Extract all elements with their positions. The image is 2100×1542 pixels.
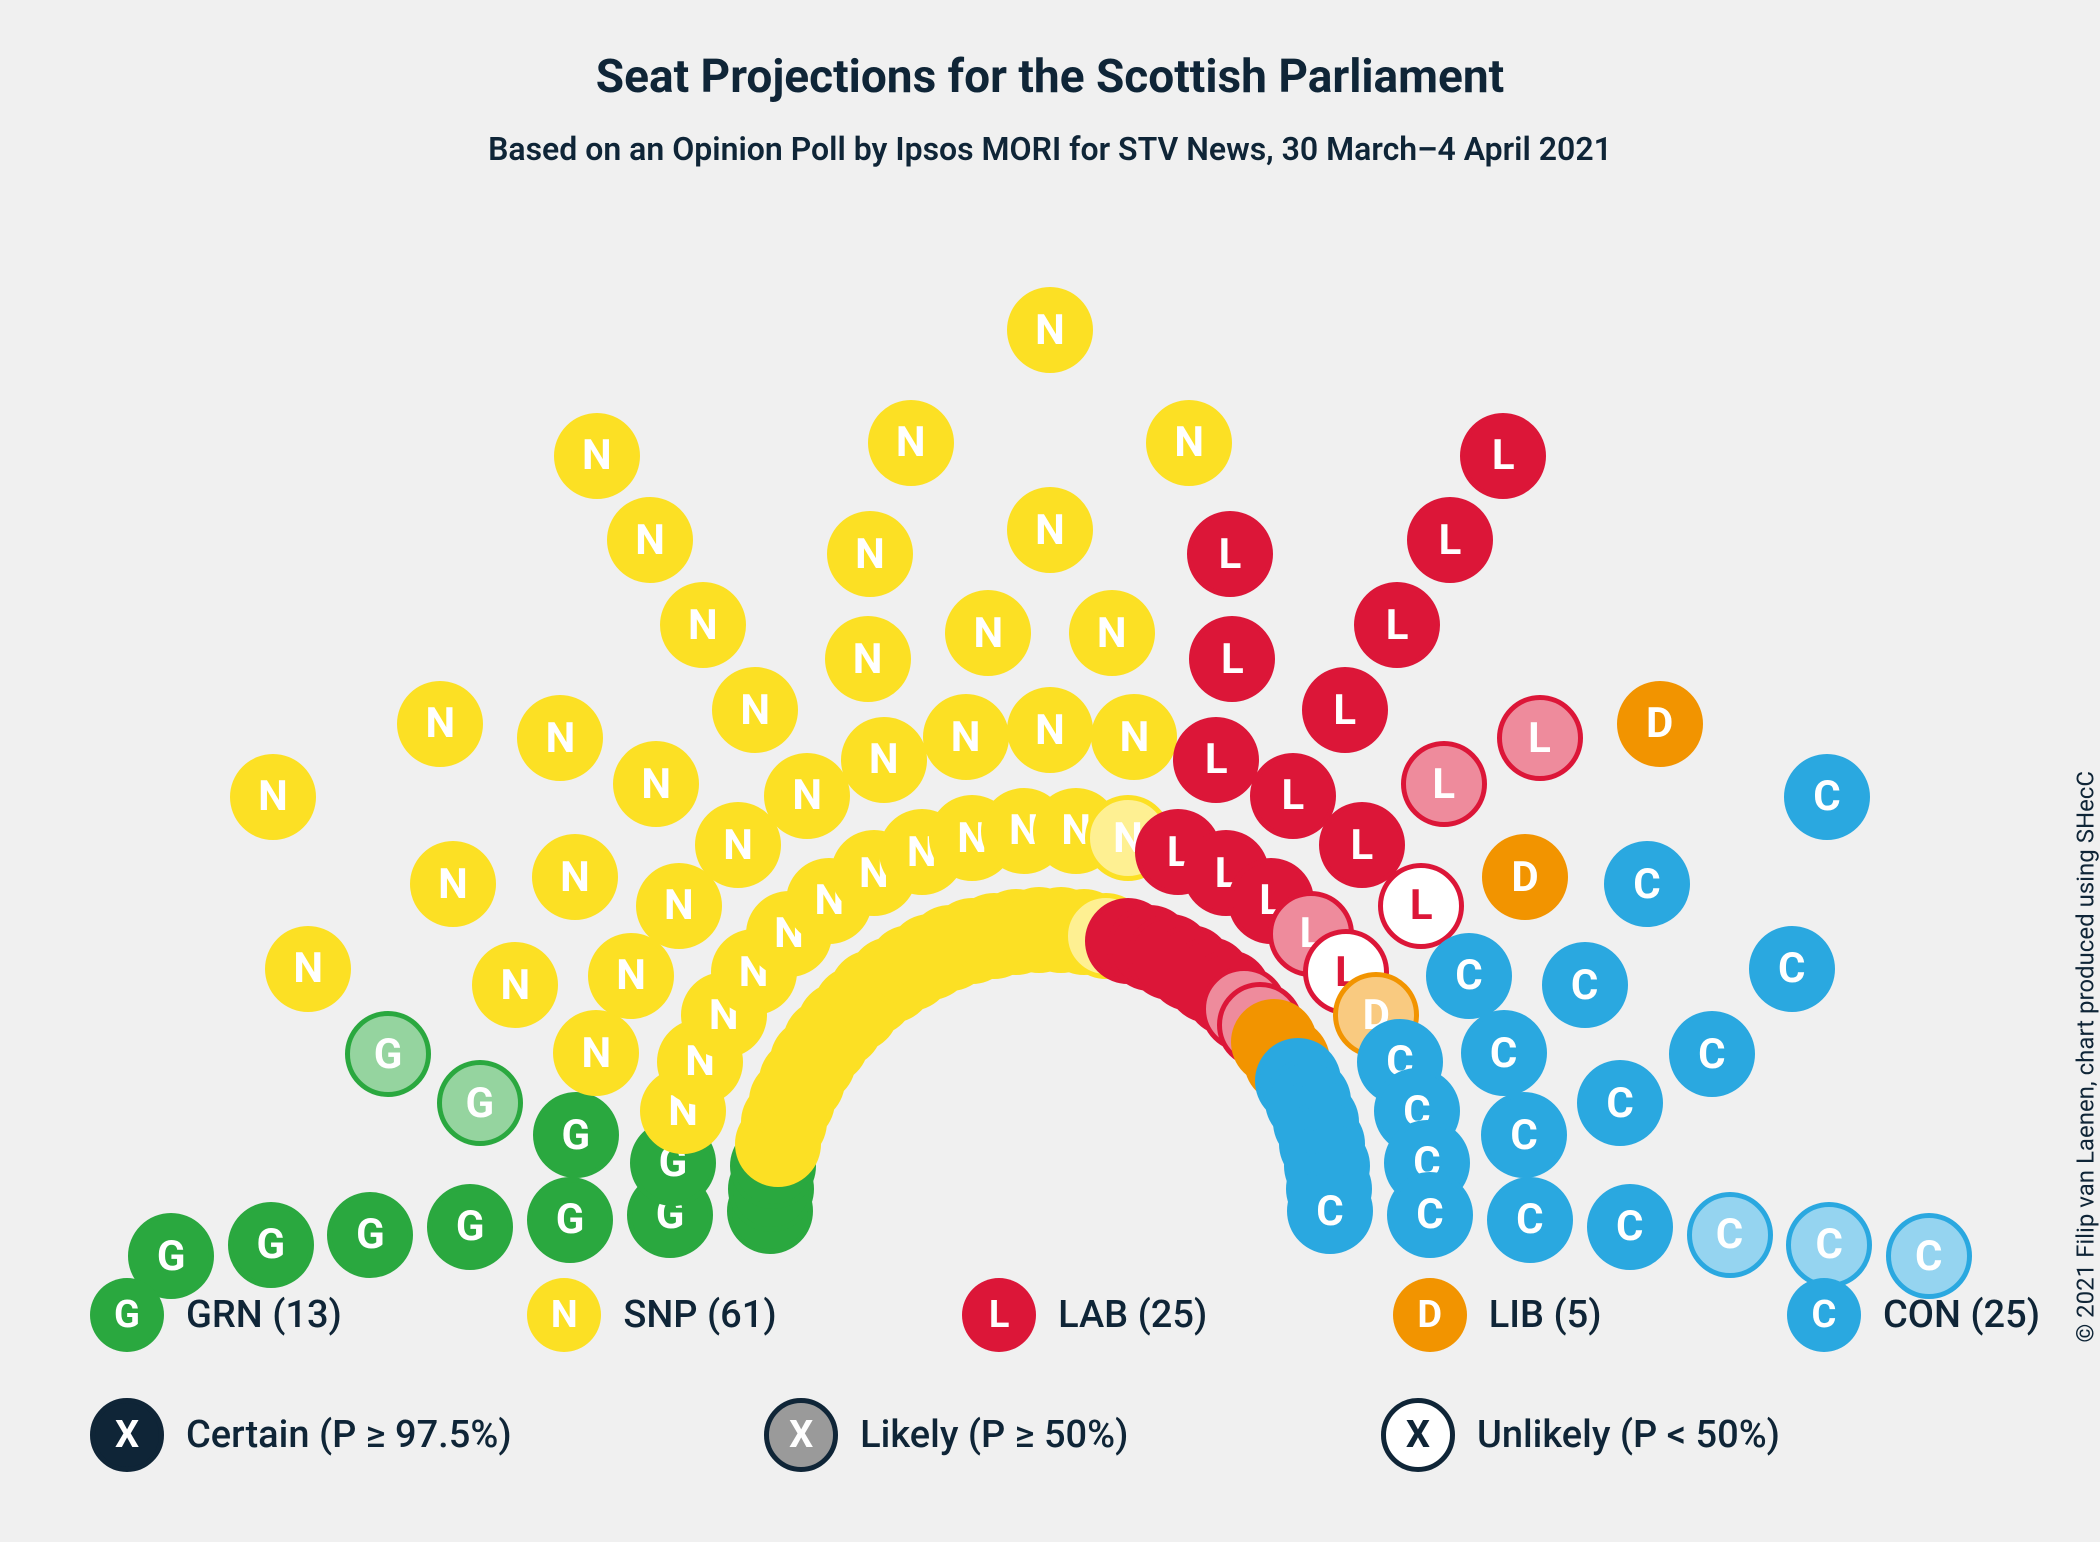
seat-lab: L [1407,497,1493,583]
legend-item-lib: D LIB (5) [1393,1278,1602,1352]
seat-snp: N [1007,687,1093,773]
legend-swatch-lab: L [962,1278,1036,1352]
seat-snp: N [1091,694,1177,780]
seat-con: C [1461,1010,1547,1096]
legend-swatch-grn: G [90,1278,164,1352]
seat-lab: L [1189,616,1275,702]
seat-snp: N [230,754,316,840]
seat-snp: N [588,933,674,1019]
legend-swatch-snp: N [527,1278,601,1352]
seat-con: C [1542,942,1628,1028]
seat-snp: N [472,942,558,1028]
probability-legend: X Certain (P ≥ 97.5%) X Likely (P ≥ 50%) X Un… [90,1398,2040,1472]
seat-lab: L [1354,582,1440,668]
seat-snp: N [868,400,954,486]
seat-con: C [1577,1060,1663,1146]
seat-snp: N [945,590,1031,676]
legend-label: GRN (13) [186,1293,342,1337]
legend-label: Unlikely (P < 50%) [1477,1413,1780,1457]
seat-snp: N [532,834,618,920]
seat-con: C [1784,754,1870,840]
legend-label: Likely (P ≥ 50%) [860,1413,1128,1457]
legend-item-certain: X Certain (P ≥ 97.5%) [90,1398,512,1472]
legend-item-snp: N SNP (61) [527,1278,776,1352]
party-legend: G GRN (13) N SNP (61) L LAB (25) D LIB (5) C CON … [90,1278,2040,1352]
seat-snp: N [1007,287,1093,373]
seat-lab: L [1460,413,1546,499]
legend-item-unlikely: X Unlikely (P < 50%) [1381,1398,1780,1472]
seat-lab: L [1173,717,1259,803]
legend-swatch-likely: X [764,1398,838,1472]
seat-snp: N [1146,400,1232,486]
seat-con: C [1604,841,1690,927]
chart-subtitle: Based on an Opinion Poll by Ipsos MORI f… [0,130,2100,168]
legend-item-likely: X Likely (P ≥ 50%) [764,1398,1128,1472]
seat-snp: N [265,926,351,1012]
seat-con: C [1387,1172,1473,1258]
seat-con: C [1687,1192,1773,1278]
seat-snp: N [553,1010,639,1096]
seat-grn: G [437,1060,523,1146]
seat-grn: G [345,1011,431,1097]
seat-snp: N [827,511,913,597]
seat-snp: N [1007,487,1093,573]
legend-item-con: C CON (25) [1787,1278,2040,1352]
legend-item-grn: G GRN (13) [90,1278,342,1352]
legend-label: SNP (61) [623,1293,776,1337]
hemicycle-chart: GGGGGGGGGGGGGNNNNNNNNNNNNNNNNNNNNNNNNNNN… [90,240,2010,1160]
seat-snp: N [397,681,483,767]
copyright-text: © 2021 Filip van Laenen, chart produced … [2072,771,2100,1343]
seat-grn: G [327,1192,413,1278]
legend-label: Certain (P ≥ 97.5%) [186,1413,512,1457]
seat-grn: G [527,1177,613,1263]
seat-snp: N [1069,590,1155,676]
seat-snp: N [764,753,850,839]
seat-grn: G [533,1092,619,1178]
seat-con: C [1749,926,1835,1012]
seat-con: C [1426,933,1512,1019]
legend-label: LAB (25) [1058,1293,1207,1337]
seat-snp: N [410,841,496,927]
seat-con: C [1669,1011,1755,1097]
seat-snp: N [607,497,693,583]
seat-lib: D [1482,834,1568,920]
seat-con: C [1786,1202,1872,1288]
seat-lab: L [1497,695,1583,781]
seat-snp: N [613,741,699,827]
legend-swatch-unlikely: X [1381,1398,1455,1472]
seat-snp: N [841,717,927,803]
seat-snp: N [554,413,640,499]
seat-snp: N [517,695,603,781]
legend-label: CON (25) [1883,1293,2040,1337]
seat-con: C [1487,1177,1573,1263]
seat-con: C [1481,1092,1567,1178]
seat-snp: N [660,582,746,668]
seat-con: C [1287,1168,1373,1254]
seat-snp: N [825,616,911,702]
seat-grn: G [427,1184,513,1270]
seat-lab: L [1302,667,1388,753]
legend-swatch-certain: X [90,1398,164,1472]
seat-lab: L [1401,741,1487,827]
seat-con: C [1587,1184,1673,1270]
seat-lib: D [1617,681,1703,767]
legend-item-lab: L LAB (25) [962,1278,1207,1352]
legend-swatch-con: C [1787,1278,1861,1352]
chart-title: Seat Projections for the Scottish Parlia… [0,0,2100,104]
seat-snp: N [923,694,1009,780]
seat-snp: N [712,667,798,753]
seat-grn: G [228,1202,314,1288]
legend-swatch-lib: D [1393,1278,1467,1352]
legend-label: LIB (5) [1489,1293,1602,1337]
seat-lab: L [1187,511,1273,597]
